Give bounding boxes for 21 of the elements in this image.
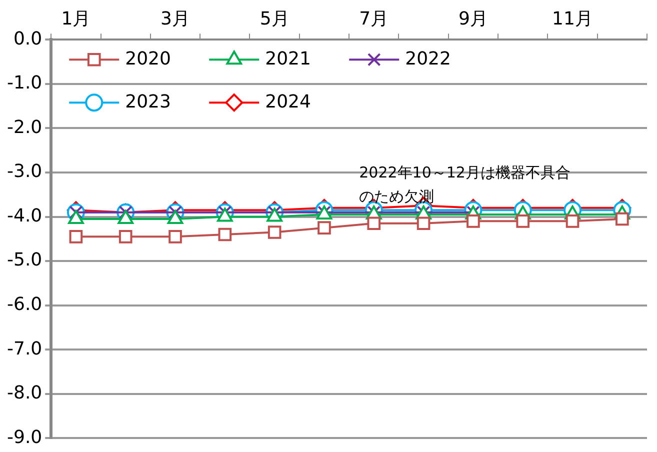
y-tick-label: -4.0 — [6, 205, 42, 226]
y-tick-label: -3.0 — [6, 161, 42, 182]
x-tick-label: 11月 — [552, 8, 593, 30]
legend-label: 2022 — [405, 48, 451, 70]
x-tick-label: 3月 — [160, 8, 190, 30]
y-tick-label: 0.0 — [13, 28, 42, 50]
x-tick-label: 7月 — [359, 8, 389, 30]
legend-label: 2020 — [125, 48, 171, 70]
x-tick-label: 9月 — [458, 8, 488, 30]
y-tick-label: -9.0 — [6, 426, 42, 448]
x-tick-label: 1月 — [61, 8, 91, 30]
y-tick-label: -6.0 — [6, 294, 42, 316]
y-tick-label: -8.0 — [6, 382, 42, 404]
legend-label: 2023 — [125, 91, 171, 112]
legend-label: 2021 — [265, 48, 311, 70]
y-tick-label: -5.0 — [6, 250, 42, 271]
y-tick-label: -7.0 — [6, 338, 42, 360]
y-tick-label: -1.0 — [6, 72, 42, 94]
legend-label: 2024 — [265, 91, 311, 112]
y-tick-label: -2.0 — [6, 116, 42, 138]
x-tick-label: 5月 — [260, 8, 290, 30]
